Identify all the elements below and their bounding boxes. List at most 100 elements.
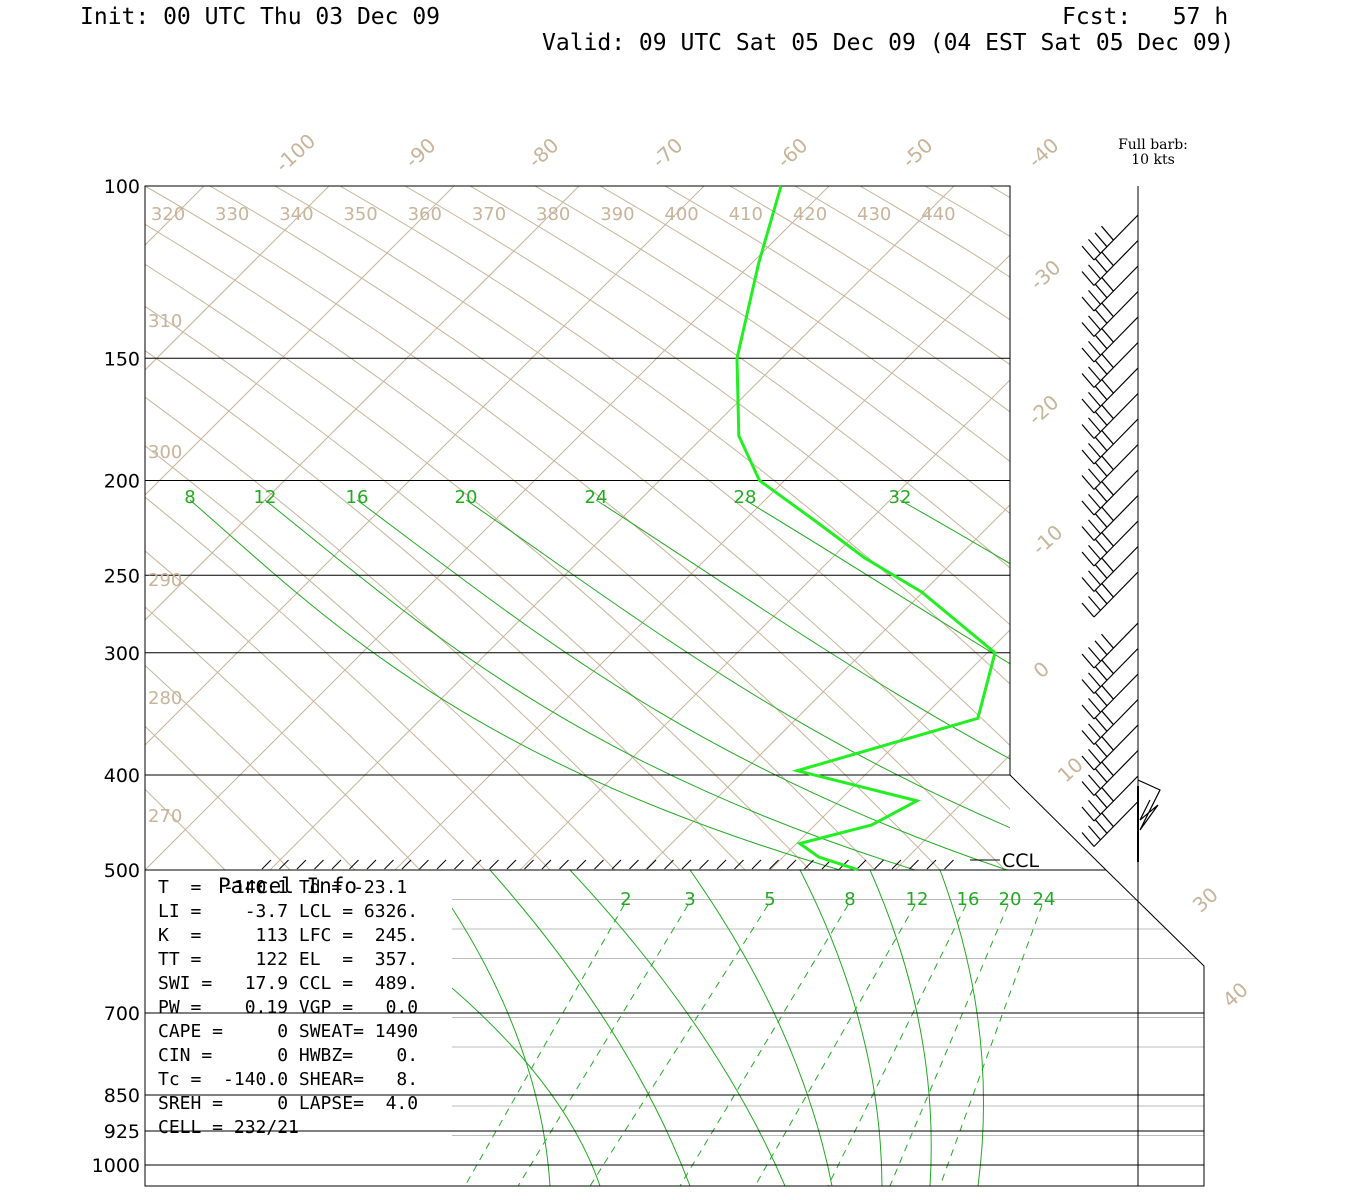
wind-barb-feather xyxy=(1101,480,1114,496)
isotherm-line xyxy=(145,186,580,621)
dry-adiabat-line xyxy=(145,445,616,870)
theta-label: 360 xyxy=(408,204,442,225)
level-tick xyxy=(646,859,657,870)
dry-adiabat-line xyxy=(145,496,551,870)
wind-barb-staff xyxy=(1093,316,1139,363)
theta-label: 310 xyxy=(148,311,182,332)
wind-barb-feather xyxy=(1101,761,1114,777)
wind-barb-feather xyxy=(1088,519,1101,535)
mixing-ratio-label: 3 xyxy=(684,889,695,910)
wind-barb-feather xyxy=(1094,742,1108,758)
isotherm-label: -90 xyxy=(400,133,440,173)
wind-barb-feather xyxy=(1101,455,1114,471)
level-tick xyxy=(804,859,814,870)
isotherm-line xyxy=(145,186,705,746)
wind-barb-feather xyxy=(1101,557,1114,573)
wind-barb-feather xyxy=(1088,698,1101,713)
moist-adiabat-line xyxy=(569,870,786,1186)
isotherm-line xyxy=(1145,186,1350,870)
dry-adiabat-line xyxy=(145,263,876,870)
wind-barb-staff xyxy=(1093,699,1139,745)
wind-barb-staff xyxy=(1093,214,1139,261)
wind-barb-feather xyxy=(1094,385,1108,401)
wind-barb-feather xyxy=(1101,786,1114,802)
level-tick xyxy=(331,859,342,870)
parcel-info-table: T = -140.1 Td = -23.1 LI = -3.7 LCL = 632… xyxy=(158,876,418,1140)
theta-label: 270 xyxy=(148,806,182,827)
parcel-info-row: T = -140.1 Td = -23.1 xyxy=(158,877,408,898)
dry-adiabat-line xyxy=(794,186,1010,321)
moist-adiabat-line xyxy=(595,499,1010,760)
pressure-label: 925 xyxy=(104,1121,140,1143)
wind-barb-feather xyxy=(1101,633,1114,649)
wind-barb-feather xyxy=(1088,468,1101,484)
moist-adiabat-line xyxy=(452,907,551,1186)
wind-barb-staff xyxy=(1093,750,1139,796)
theta-label: 420 xyxy=(793,204,827,225)
wind-barb-feather xyxy=(1081,730,1095,745)
pressure-label: 850 xyxy=(104,1085,140,1107)
wind-barb-feather xyxy=(1094,359,1108,375)
isotherm-label: 40 xyxy=(1218,977,1253,1012)
level-tick xyxy=(769,859,779,870)
level-tick xyxy=(419,859,429,870)
wind-barb-feather xyxy=(1094,767,1108,783)
theta-label: 300 xyxy=(148,442,182,463)
forecast-hour-label: Fcst: 57 h xyxy=(1062,4,1229,30)
theta-label: 280 xyxy=(148,688,182,709)
wind-barb-feather xyxy=(1088,570,1101,586)
level-tick xyxy=(874,859,884,870)
wind-barb-staff xyxy=(1093,418,1139,465)
mixing-ratio-dashed-line xyxy=(589,904,769,1186)
wind-barb-feather xyxy=(1081,577,1095,592)
theta-label: 370 xyxy=(472,204,506,225)
dry-adiabat-line xyxy=(534,186,1010,515)
wind-barb-staff xyxy=(1093,801,1139,847)
theta-label: 290 xyxy=(148,570,182,591)
wind-barb-feather xyxy=(1081,806,1095,822)
theta-label: 430 xyxy=(857,204,891,225)
wind-barb-feather xyxy=(1088,315,1101,331)
dry-adiabat-line xyxy=(339,186,1010,685)
isotherm-line xyxy=(769,629,1010,870)
dry-adiabat-line xyxy=(145,550,486,870)
isotherm-line xyxy=(1270,186,1350,870)
wind-barb-staff xyxy=(1093,520,1139,567)
wind-barb-staff xyxy=(1093,648,1139,694)
pressure-label: 200 xyxy=(104,471,140,493)
dry-adiabat-line xyxy=(599,186,1010,463)
level-tick xyxy=(471,859,482,870)
wind-barb-staff xyxy=(1093,393,1139,439)
moist-adiabat-line xyxy=(799,870,883,1186)
parcel-info-row: SREH = 0 LAPSE= 4.0 xyxy=(158,1093,419,1114)
level-tick xyxy=(891,859,902,870)
wind-barb-staff xyxy=(1093,240,1139,286)
isotherm-line xyxy=(145,186,830,870)
parcel-info-row: CELL = 232/21 xyxy=(158,1117,299,1138)
level-tick xyxy=(506,859,517,870)
wind-barb-feather xyxy=(1094,461,1108,477)
theta-label: 440 xyxy=(921,204,955,225)
dry-adiabat-line xyxy=(469,186,1010,569)
wind-barb-feather xyxy=(1094,257,1108,273)
wind-barb-staff xyxy=(1093,444,1139,490)
level-tick xyxy=(926,859,937,870)
barb-legend-line2: 10 kts xyxy=(1131,152,1175,168)
parcel-info-row: K = 113 LFC = 245. xyxy=(158,925,419,946)
barb-legend: Full barb: 10 kts xyxy=(1100,138,1206,168)
mixing-ratio-label: 16 xyxy=(346,487,369,508)
wind-barb-feather xyxy=(1081,475,1095,490)
isotherm-line xyxy=(145,186,205,246)
wind-barb-feather xyxy=(1081,424,1095,439)
wind-barb-feather xyxy=(1101,353,1114,369)
mixing-ratio-dashed-line xyxy=(679,904,849,1186)
level-tick xyxy=(944,859,954,870)
theta-label: 390 xyxy=(600,204,634,225)
level-tick xyxy=(681,859,692,870)
mixing-ratio-label: 12 xyxy=(254,487,277,508)
wind-barb-feather xyxy=(1081,679,1095,694)
wind-barb-feather xyxy=(1094,818,1108,834)
dry-adiabat-line xyxy=(404,186,1010,626)
mixing-ratio-dashed-line xyxy=(517,904,689,1186)
